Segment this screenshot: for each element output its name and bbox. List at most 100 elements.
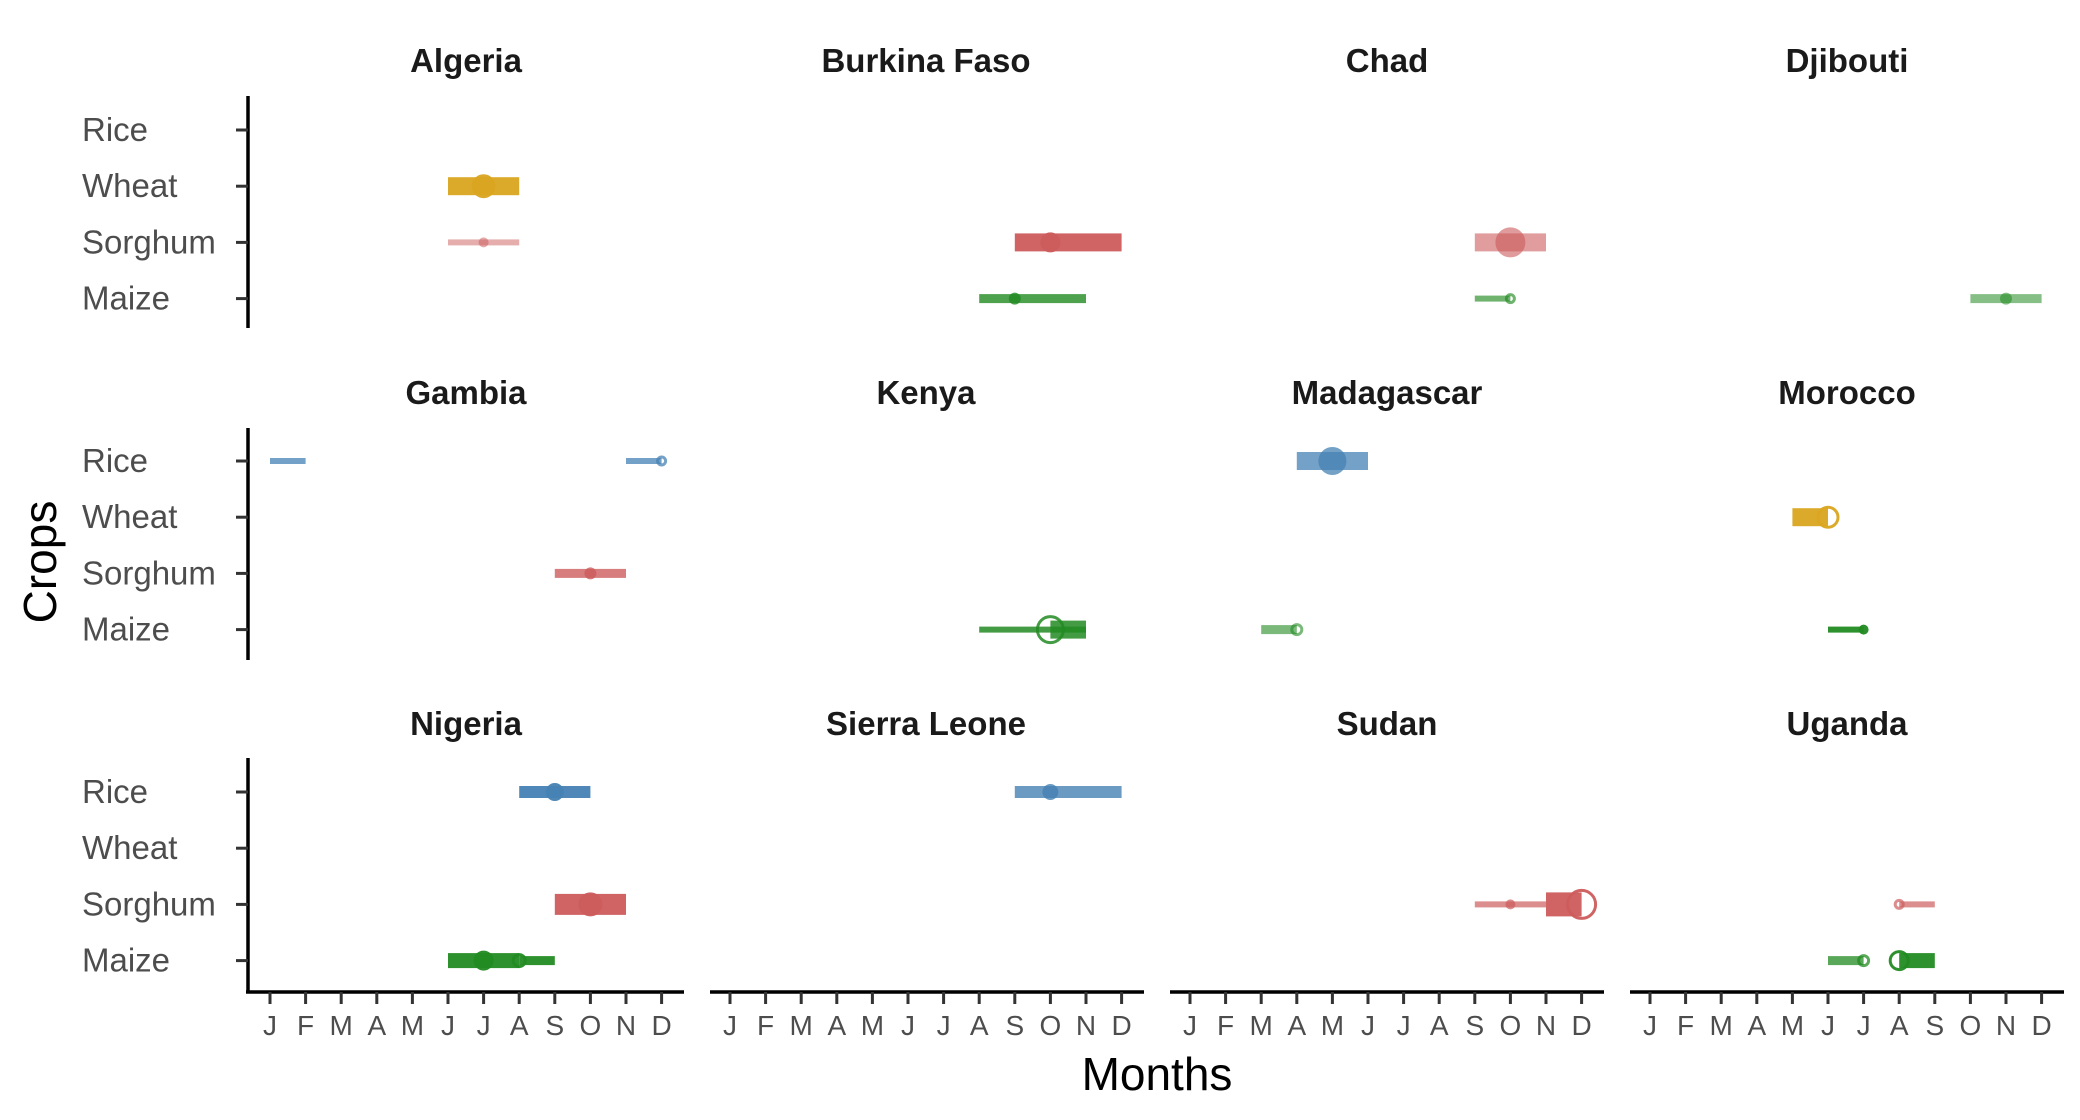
x-tick-label: J xyxy=(1643,1010,1657,1041)
x-tick-label: N xyxy=(1996,1010,2016,1041)
y-tick-label: Maize xyxy=(82,280,170,317)
x-tick-label: J xyxy=(723,1010,737,1041)
peak-point-sorghum xyxy=(480,238,488,246)
x-tick-label: N xyxy=(1536,1010,1556,1041)
x-tick-label: O xyxy=(1040,1010,1062,1041)
panel-kenya: Kenya xyxy=(876,374,1086,643)
panel-title: Madagascar xyxy=(1292,374,1483,411)
season-bar-maize xyxy=(1899,953,1935,968)
panel-title: Gambia xyxy=(405,374,527,411)
y-tick-label: Rice xyxy=(82,442,148,479)
panel-title: Morocco xyxy=(1778,374,1916,411)
peak-point-rice xyxy=(547,784,563,800)
y-tick-label: Sorghum xyxy=(82,554,216,591)
x-tick-label: S xyxy=(1005,1010,1024,1041)
x-tick-label: J xyxy=(1397,1010,1411,1041)
peak-point-maize xyxy=(475,952,493,970)
x-tick-label: M xyxy=(330,1010,353,1041)
panel-title: Chad xyxy=(1346,42,1429,79)
x-tick-label: F xyxy=(1677,1010,1694,1041)
y-tick-label: Wheat xyxy=(82,167,177,204)
peak-point-sorghum xyxy=(1496,228,1524,256)
panel-gambia: Gambia Rice Wheat Sorghum Maize xyxy=(82,374,666,660)
x-tick-label: A xyxy=(367,1010,386,1041)
x-tick-label: J xyxy=(1821,1010,1835,1041)
y-tick-label: Sorghum xyxy=(82,223,216,260)
panel-chad: Chad xyxy=(1346,42,1546,303)
season-bar-maize xyxy=(979,294,1086,303)
x-tick-label: J xyxy=(1183,1010,1197,1041)
x-tick-label: F xyxy=(297,1010,314,1041)
x-tick-label: A xyxy=(1430,1010,1449,1041)
panel-title: Kenya xyxy=(876,374,976,411)
y-tick-label: Sorghum xyxy=(82,885,216,922)
x-tick-label: J xyxy=(441,1010,455,1041)
y-tick-label: Rice xyxy=(82,111,148,148)
x-tick-label: M xyxy=(1321,1010,1344,1041)
x-tick-label: F xyxy=(757,1010,774,1041)
panel-morocco: Morocco xyxy=(1778,374,1916,634)
x-tick-label: M xyxy=(401,1010,424,1041)
panel-title: Sudan xyxy=(1337,705,1438,742)
panel-burkina-faso: Burkina Faso xyxy=(821,42,1121,304)
x-tick-label: J xyxy=(901,1010,915,1041)
y-tick-label: Wheat xyxy=(82,498,177,535)
peak-point-maize xyxy=(1010,294,1020,304)
x-tick-label: M xyxy=(861,1010,884,1041)
x-tick-label: D xyxy=(1571,1010,1591,1041)
x-tick-label: D xyxy=(1111,1010,1131,1041)
panel-title: Burkina Faso xyxy=(821,42,1030,79)
x-tick-label: O xyxy=(1500,1010,1522,1041)
x-tick-label: A xyxy=(1287,1010,1306,1041)
panel-title: Djibouti xyxy=(1786,42,1909,79)
panel-madagascar: Madagascar xyxy=(1261,374,1482,635)
x-tick-label: F xyxy=(1217,1010,1234,1041)
panel-title: Sierra Leone xyxy=(826,705,1026,742)
peak-point-maize xyxy=(1860,626,1868,634)
panel-djibouti: Djibouti xyxy=(1786,42,2042,304)
x-tick-label: N xyxy=(616,1010,636,1041)
panel-uganda: UgandaJ F M A M J J A S O N D xyxy=(1630,705,2064,1041)
x-tick-label: J xyxy=(1361,1010,1375,1041)
y-tick-label: Maize xyxy=(82,611,170,648)
x-tick-label: A xyxy=(1890,1010,1909,1041)
x-tick-label: A xyxy=(510,1010,529,1041)
peak-point-sorghum xyxy=(579,893,601,915)
y-tick-label: Rice xyxy=(82,773,148,810)
x-tick-label: J xyxy=(477,1010,491,1041)
y-axis-title: Crops xyxy=(14,501,66,624)
season-bar-sorghum xyxy=(1015,233,1122,251)
panel-title: Algeria xyxy=(410,42,523,79)
x-axis-title: Months xyxy=(1082,1048,1233,1100)
peak-point-sorghum xyxy=(1506,900,1514,908)
x-tick-label: N xyxy=(1076,1010,1096,1041)
x-tick-label: A xyxy=(1747,1010,1766,1041)
peak-point-maize xyxy=(2001,294,2011,304)
x-tick-label: O xyxy=(580,1010,602,1041)
x-tick-label: M xyxy=(1781,1010,1804,1041)
panel-algeria: Algeria Rice Wheat Sorghum Maize xyxy=(82,42,523,328)
season-bar-rice xyxy=(1015,786,1122,798)
x-tick-label: D xyxy=(651,1010,671,1041)
x-tick-label: S xyxy=(1465,1010,1484,1041)
season-bar-wheat xyxy=(1792,508,1828,526)
peak-point-rice xyxy=(1319,448,1345,474)
peak-point-maize xyxy=(1292,625,1302,635)
x-tick-label: D xyxy=(2031,1010,2051,1041)
season-bar-maize xyxy=(1050,621,1086,639)
peak-point-sorghum xyxy=(1041,233,1059,251)
season-bar-sorghum xyxy=(1546,892,1582,916)
x-tick-label: M xyxy=(790,1010,813,1041)
season-bar-maize xyxy=(1828,627,1864,633)
panel-title: Nigeria xyxy=(410,705,523,742)
season-bar-rice xyxy=(270,458,306,464)
y-tick-label: Maize xyxy=(82,942,170,979)
peak-point-sorghum xyxy=(585,568,595,578)
panel-title: Uganda xyxy=(1786,705,1908,742)
x-tick-label: J xyxy=(937,1010,951,1041)
x-tick-label: S xyxy=(545,1010,564,1041)
x-tick-label: J xyxy=(263,1010,277,1041)
